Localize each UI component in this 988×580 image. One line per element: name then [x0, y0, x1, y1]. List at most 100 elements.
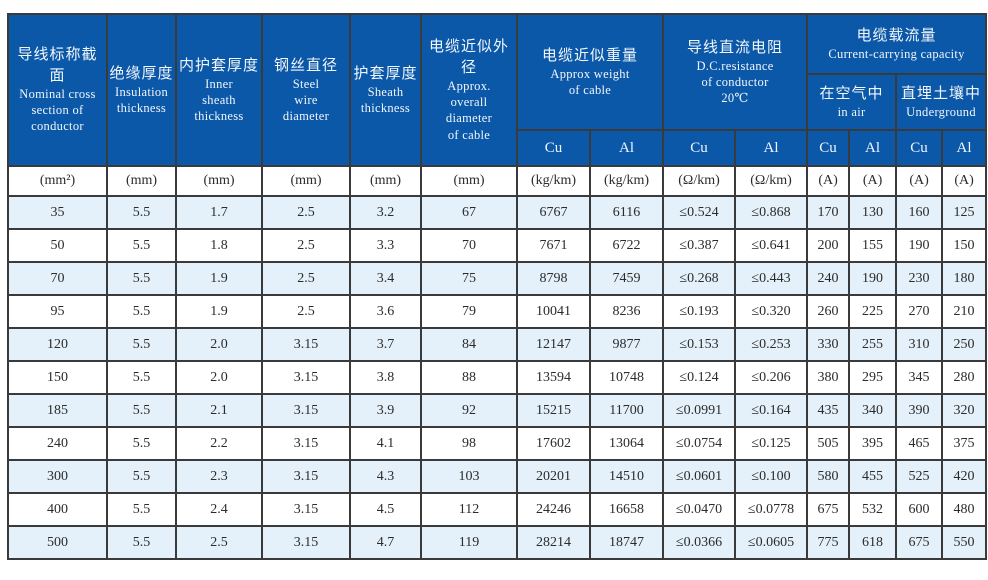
table-cell: 380 — [806, 360, 851, 395]
table-cell: 3.8 — [349, 360, 422, 395]
table-cell: 17602 — [516, 426, 591, 461]
table-cell: 270 — [895, 294, 944, 329]
table-cell: 8798 — [516, 261, 591, 296]
table-cell: 50 — [7, 228, 108, 263]
table-cell: 260 — [806, 294, 851, 329]
table-cell: 70 — [420, 228, 518, 263]
table-cell: 500 — [7, 525, 108, 560]
header-row-metal: Cu Al Cu Al Cu Al Cu Al — [8, 129, 988, 167]
table-cell: 8236 — [588, 294, 665, 329]
table-cell: 240 — [7, 426, 108, 461]
table-cell: ≤0.524 — [662, 195, 737, 230]
table-cell: ≤0.0754 — [662, 426, 737, 461]
table-cell: 340 — [848, 393, 898, 428]
table-cell: 375 — [941, 426, 988, 461]
table-cell: 395 — [848, 426, 898, 461]
table-cell: 310 — [895, 327, 944, 362]
table-cell: 79 — [420, 294, 518, 329]
table-cell: 330 — [806, 327, 851, 362]
header-overall-diameter-zh: 电缆近似外径 — [428, 39, 509, 76]
table-cell: ≤0.0470 — [662, 492, 737, 527]
table-cell: 2.0 — [175, 327, 263, 362]
table-cell: 5.5 — [106, 327, 177, 362]
header-sub-in-air-en: in air — [837, 105, 866, 119]
header-nominal-section-en: Nominal cross section of conductor — [19, 86, 96, 134]
table-row: 50 5.5 1.8 2.5 3.3 70 7671 6722 ≤0.387 ≤0.641 200 1… — [7, 228, 988, 263]
table-cell: 150 — [941, 228, 988, 263]
table-cell: 580 — [806, 459, 851, 494]
header-sub-in-air-zh: 在空气中 — [819, 85, 884, 102]
table-cell: 3.15 — [261, 459, 351, 494]
table-cell: 6722 — [588, 228, 665, 263]
table-row: 120 5.5 2.0 3.15 3.7 84 12147 9877 ≤0.153 ≤0.253 3… — [7, 327, 988, 362]
table-cell: 2.5 — [261, 228, 351, 263]
table-cell: 618 — [848, 525, 898, 560]
table-cell: ≤0.153 — [662, 327, 737, 362]
table-cell: 2.5 — [175, 525, 263, 560]
header-group-weight-en: Approx weight of cable — [550, 66, 630, 98]
table-cell: 2.0 — [175, 360, 263, 395]
table-cell: ≤0.268 — [662, 261, 737, 296]
table-cell: 675 — [806, 492, 851, 527]
table-cell: 98 — [420, 426, 518, 461]
cable-spec-table: 导线标称截面 Nominal cross section of conducto… — [7, 13, 988, 560]
unit-cell: (mm) — [349, 165, 422, 197]
table-cell: 5.5 — [106, 261, 177, 296]
table-cell: 84 — [420, 327, 518, 362]
unit-cell: (A) — [848, 165, 898, 197]
table-cell: 5.5 — [106, 492, 177, 527]
table-cell: 112 — [420, 492, 518, 527]
units-row: (mm²) (mm) (mm) (mm) (mm) (mm) (kg/km) (kg/km)(… — [7, 165, 988, 197]
table-cell: 240 — [806, 261, 851, 296]
table-cell: 67 — [420, 195, 518, 230]
table-cell: ≤0.100 — [734, 459, 809, 494]
table-cell: 13594 — [516, 360, 591, 395]
table-cell: 75 — [420, 261, 518, 296]
table-cell: 3.6 — [349, 294, 422, 329]
table-cell: 28214 — [516, 525, 591, 560]
header-weight-al: Al — [588, 129, 665, 167]
header-group-resistance-en: D.C.resistance of conductor 20℃ — [696, 58, 774, 106]
table-row: 500 5.5 2.5 3.15 4.7 119 28214 18747 ≤0.0366 ≤0.0… — [7, 525, 988, 560]
table-cell: 1.9 — [175, 261, 263, 296]
header-steel-wire-diameter-zh: 钢丝直径 — [273, 57, 338, 74]
table-cell: 5.5 — [106, 393, 177, 428]
table-cell: 5.5 — [106, 195, 177, 230]
header-resistance-cu: Cu — [662, 129, 737, 167]
unit-cell: (A) — [941, 165, 988, 197]
table-cell: 320 — [941, 393, 988, 428]
table-cell: 3.15 — [261, 492, 351, 527]
table-cell: 480 — [941, 492, 988, 527]
unit-cell: (kg/km) — [588, 165, 665, 197]
header-nominal-section-zh: 导线标称截面 — [17, 47, 98, 84]
table-cell: 200 — [806, 228, 851, 263]
table-cell: 600 — [895, 492, 944, 527]
table-cell: 230 — [895, 261, 944, 296]
table-cell: 400 — [7, 492, 108, 527]
table-cell: 14510 — [588, 459, 665, 494]
unit-cell: (mm) — [420, 165, 518, 197]
table-cell: ≤0.164 — [734, 393, 809, 428]
table-cell: 3.7 — [349, 327, 422, 362]
header-group-resistance-zh: 导线直流电阻 — [687, 39, 784, 56]
table-cell: 5.5 — [106, 525, 177, 560]
table-cell: ≤0.253 — [734, 327, 809, 362]
table-cell: 3.15 — [261, 426, 351, 461]
table-cell: 7671 — [516, 228, 591, 263]
unit-cell: (A) — [806, 165, 851, 197]
table-cell: 18747 — [588, 525, 665, 560]
header-row-subgroups: 在空气中 in air 直埋土壤中 Underground — [8, 73, 988, 131]
table-cell: 255 — [848, 327, 898, 362]
table-row: 95 5.5 1.9 2.5 3.6 79 10041 8236 ≤0.193 ≤0.320 260… — [7, 294, 988, 329]
header-air-al: Al — [848, 129, 898, 167]
header-overall-diameter: 电缆近似外径 Approx. overall diameter of cable — [420, 13, 518, 167]
table-cell: 160 — [895, 195, 944, 230]
table-row: 300 5.5 2.3 3.15 4.3 103 20201 14510 ≤0.0601 ≤0.1… — [7, 459, 988, 494]
table-cell: 300 — [7, 459, 108, 494]
table-cell: 3.15 — [261, 393, 351, 428]
table-cell: ≤0.387 — [662, 228, 737, 263]
table-cell: 3.3 — [349, 228, 422, 263]
table-cell: 150 — [7, 360, 108, 395]
table-cell: ≤0.443 — [734, 261, 809, 296]
table-cell: 420 — [941, 459, 988, 494]
